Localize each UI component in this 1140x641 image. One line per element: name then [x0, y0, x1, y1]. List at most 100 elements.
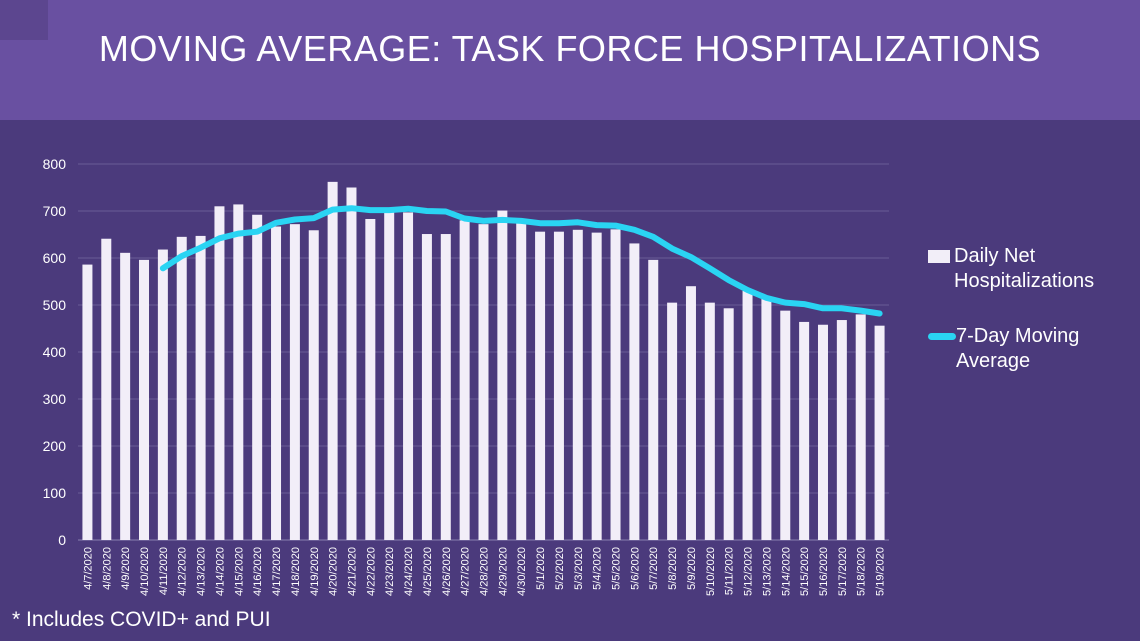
bar — [157, 249, 168, 541]
x-tick-label: 5/16/2020 — [818, 547, 830, 596]
bar — [780, 310, 791, 540]
line-swatch-icon — [928, 333, 956, 340]
bar — [252, 214, 263, 540]
x-tick-label: 4/10/2020 — [139, 547, 151, 596]
legend-label-daily: Daily Net Hospitalizations — [954, 245, 1095, 292]
x-tick-label: 4/18/2020 — [290, 547, 302, 596]
x-tick-label: 4/9/2020 — [120, 547, 132, 590]
bar — [233, 204, 244, 541]
x-tick-label: 5/11/2020 — [724, 547, 736, 595]
x-tick-label: 4/17/2020 — [271, 547, 283, 596]
x-tick-label: 5/18/2020 — [856, 547, 868, 596]
legend-label-average: 7-Day Moving Average — [956, 325, 1080, 372]
bar — [855, 314, 866, 540]
y-tick-label: 500 — [43, 297, 67, 313]
x-tick-label: 4/14/2020 — [214, 547, 226, 596]
x-axis: 4/7/2020 4/8/2020 4/9/2020 4/10/2020 4/11/20… — [82, 547, 886, 596]
bar — [327, 181, 338, 541]
x-tick-label: 5/13/2020 — [761, 547, 773, 596]
chart-background — [0, 120, 1140, 641]
legend-item-daily: Daily Net Hospitalizations — [928, 244, 1114, 294]
bar — [742, 290, 753, 540]
x-tick-label: 4/21/2020 — [346, 547, 358, 596]
bar-swatch-icon — [928, 250, 950, 263]
bar — [629, 243, 640, 540]
x-tick-label: 5/6/2020 — [629, 547, 641, 590]
x-tick-label: 4/20/2020 — [328, 547, 340, 596]
bar — [667, 302, 678, 540]
y-tick-label: 800 — [43, 156, 67, 172]
bar — [535, 231, 546, 540]
x-tick-label: 5/19/2020 — [875, 547, 887, 596]
x-tick-label: 5/9/2020 — [686, 547, 698, 590]
bar — [82, 264, 93, 540]
bar — [553, 231, 564, 540]
x-tick-label: 4/15/2020 — [233, 547, 245, 596]
x-tick-label: 5/7/2020 — [648, 547, 660, 590]
bar — [346, 187, 357, 540]
bar — [836, 320, 847, 540]
bar — [817, 324, 828, 540]
bar — [195, 235, 206, 540]
x-tick-label: 4/27/2020 — [460, 547, 472, 596]
page-title: MOVING AVERAGE: TASK FORCE HOSPITALIZATI… — [98, 28, 1042, 69]
x-tick-label: 4/22/2020 — [365, 547, 377, 596]
bar — [723, 308, 734, 540]
y-tick-label: 0 — [58, 532, 66, 548]
x-tick-label: 4/28/2020 — [479, 547, 491, 596]
bar — [120, 252, 131, 540]
bar — [459, 220, 470, 540]
x-tick-label: 4/25/2020 — [422, 547, 434, 596]
bar — [591, 232, 602, 540]
legend-item-average: 7-Day Moving Average — [928, 324, 1114, 374]
x-tick-label: 4/13/2020 — [196, 547, 208, 596]
bar — [176, 236, 187, 540]
bar — [874, 325, 885, 540]
bar — [440, 234, 451, 540]
x-tick-label: 5/4/2020 — [592, 547, 604, 590]
bar — [214, 206, 225, 541]
x-tick-label: 5/3/2020 — [573, 547, 585, 590]
x-tick-label: 5/14/2020 — [780, 547, 792, 596]
bar — [478, 224, 489, 540]
bar — [610, 229, 621, 540]
x-tick-label: 4/24/2020 — [403, 547, 415, 596]
x-tick-label: 5/10/2020 — [705, 547, 717, 596]
footnote: * Includes COVID+ and PUI — [12, 608, 271, 631]
bar — [101, 238, 112, 541]
bar — [403, 212, 414, 540]
moving-average-series — [159, 205, 883, 317]
bar — [139, 259, 150, 540]
bar — [271, 226, 282, 540]
bar — [384, 211, 395, 540]
bar — [421, 234, 432, 540]
x-tick-label: 4/8/2020 — [101, 547, 113, 590]
x-tick-label: 5/1/2020 — [535, 547, 547, 590]
x-tick-label: 5/17/2020 — [837, 547, 849, 596]
legend: Daily Net Hospitalizations 7-Day Moving … — [928, 244, 1114, 404]
bar — [761, 298, 772, 540]
bar — [289, 224, 300, 540]
bar — [799, 321, 810, 540]
y-tick-label: 300 — [43, 391, 67, 407]
x-tick-label: 4/19/2020 — [309, 547, 321, 596]
bar — [704, 302, 715, 540]
y-tick-label: 200 — [43, 438, 67, 454]
x-tick-label: 5/12/2020 — [743, 547, 755, 596]
x-tick-label: 4/30/2020 — [516, 547, 528, 596]
bar — [516, 222, 527, 540]
bar — [572, 229, 583, 541]
bar — [308, 230, 319, 540]
bar — [685, 286, 696, 540]
x-tick-label: 4/7/2020 — [82, 547, 94, 590]
bar — [365, 218, 376, 541]
y-tick-label: 600 — [43, 250, 67, 266]
x-tick-label: 5/5/2020 — [611, 547, 623, 590]
corner-fold — [0, 0, 48, 40]
moving-average-line — [159, 205, 883, 317]
y-tick-label: 700 — [43, 203, 67, 219]
x-tick-label: 4/11/2020 — [158, 547, 170, 595]
x-tick-label: 4/16/2020 — [252, 547, 264, 596]
bar — [497, 210, 508, 540]
